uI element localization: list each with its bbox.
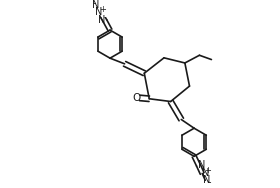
Text: N: N <box>92 0 99 10</box>
Text: N: N <box>202 168 209 178</box>
Text: N: N <box>98 15 106 25</box>
Text: O: O <box>132 93 140 103</box>
Text: +: + <box>99 5 106 14</box>
Text: -: - <box>92 0 96 8</box>
Text: N: N <box>95 7 102 17</box>
Text: N: N <box>198 160 205 170</box>
Text: -: - <box>207 177 211 187</box>
Text: +: + <box>204 166 211 175</box>
Text: N: N <box>203 175 211 185</box>
